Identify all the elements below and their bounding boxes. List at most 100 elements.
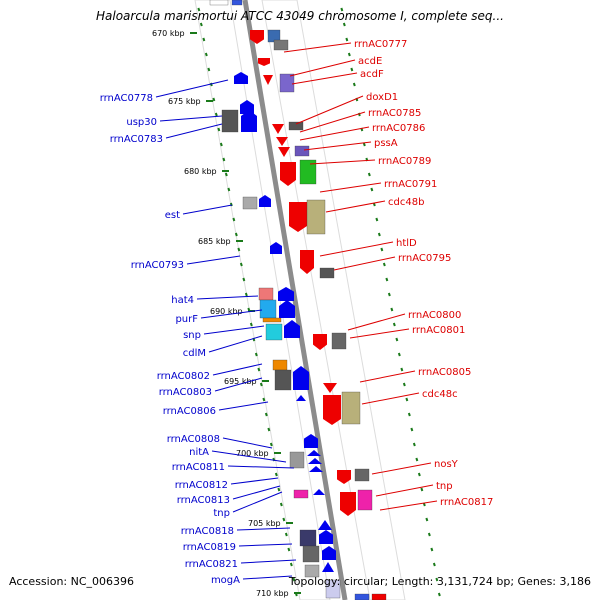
gene-leader-right (371, 462, 432, 475)
gene-block (278, 147, 290, 157)
gene-leader-left (230, 477, 279, 485)
gene-leader-left (182, 204, 233, 215)
gene-block (288, 121, 304, 131)
track-dot-right (367, 172, 371, 177)
kbp-tick-label: 680 kbp (184, 167, 217, 176)
gene-block (357, 489, 373, 511)
gene-block (304, 434, 318, 448)
track-dot-left (262, 397, 266, 402)
track-dot-right (435, 577, 439, 582)
gene-leader-left (227, 465, 295, 469)
gene-label-right: cdc48b (388, 197, 424, 208)
gene-label-left: rrnAC0812 (175, 480, 228, 491)
gene-leader-right (289, 59, 356, 77)
track-dot-right (432, 562, 436, 567)
track-dot-right (427, 532, 431, 537)
track-dot-left (277, 487, 281, 492)
gene-block (278, 287, 294, 301)
gene-block (276, 137, 288, 146)
gene-block (279, 300, 295, 318)
gene-block (313, 334, 327, 350)
gene-block (299, 529, 317, 547)
gene-block (280, 162, 296, 186)
gene-label-left: rrnAC0802 (157, 371, 210, 382)
track-dot-left (284, 532, 288, 537)
gene-label-right: rrnAC0785 (368, 108, 421, 119)
gene-block (241, 110, 257, 132)
gene-label-right: rrnAC0795 (398, 253, 451, 264)
track-dot-right (375, 217, 379, 222)
track-dot-left (199, 22, 203, 27)
gene-block (313, 489, 325, 495)
kbp-tick-label: 695 kbp (224, 377, 257, 386)
gene-leader-right (359, 370, 416, 383)
track-dot-left (282, 517, 286, 522)
gene-label-right: rrnAC0800 (408, 310, 461, 321)
track-dot-left (222, 157, 226, 162)
gene-block (306, 199, 326, 235)
gene-label-right: rrnAC0789 (378, 156, 431, 167)
gene-block (265, 323, 283, 341)
gene-leader-left (218, 401, 269, 411)
gene-label-left: cdlM (183, 348, 206, 359)
gene-label-left: rrnAC0783 (110, 134, 163, 145)
track-dot-left (264, 412, 268, 417)
gene-block (299, 159, 317, 185)
gene-leader-right (347, 313, 406, 331)
gene-block (262, 317, 282, 323)
track-dot-left (232, 217, 236, 222)
gene-leader-right (309, 159, 376, 165)
kbp-tick-label: 705 kbp (248, 519, 281, 528)
gene-leader-right (283, 42, 352, 53)
gene-block (308, 458, 322, 464)
gene-block (259, 299, 277, 319)
gene-block (258, 287, 274, 301)
gene-leader-left (238, 543, 293, 547)
gene-leader-left (242, 575, 293, 580)
gene-block (325, 579, 341, 599)
gene-block (341, 391, 361, 425)
track-dot-right (350, 67, 354, 72)
gene-label-right: acdE (358, 56, 382, 67)
gene-block (240, 100, 254, 114)
gene-block (289, 202, 307, 232)
genome-backbone (242, 0, 348, 600)
gene-leader-right (361, 392, 420, 405)
gene-label-left: rrnAC0806 (163, 406, 216, 417)
gene-leader-right (349, 328, 410, 339)
track-dot-left (242, 277, 246, 282)
track-dot-left (227, 187, 231, 192)
track-dot-right (340, 7, 344, 12)
gene-label-left: rrnAC0808 (167, 434, 220, 445)
accession-text: Accession: NC_006396 (9, 575, 135, 588)
track-dot-left (274, 472, 278, 477)
gene-block (323, 395, 341, 425)
track-dot-left (289, 562, 293, 567)
gene-leader-left (214, 377, 263, 392)
track-dot-left (244, 292, 248, 297)
track-dot-right (410, 427, 414, 432)
gene-leader-left (203, 325, 265, 335)
gene-block (231, 0, 243, 6)
track-dot-right (400, 367, 404, 372)
gene-label-right: acdF (360, 69, 384, 80)
gene-block (318, 520, 332, 530)
gene-label-left: snp (183, 330, 201, 341)
gene-label-right: rrnAC0817 (440, 497, 493, 508)
track-dot-left (254, 352, 258, 357)
kbp-tick-label: 675 kbp (168, 97, 201, 106)
gene-label-left: rrnAC0803 (159, 387, 212, 398)
track-dot-right (380, 247, 384, 252)
gene-leader-left (240, 559, 297, 564)
track-dot-left (197, 7, 201, 12)
track-dot-right (425, 517, 429, 522)
track-dot-right (382, 262, 386, 267)
gene-block (340, 492, 356, 516)
track-dot-left (259, 382, 263, 387)
track-dot-left (217, 127, 221, 132)
gene-block (307, 450, 321, 456)
gene-block (296, 395, 306, 401)
gene-block (302, 545, 320, 563)
